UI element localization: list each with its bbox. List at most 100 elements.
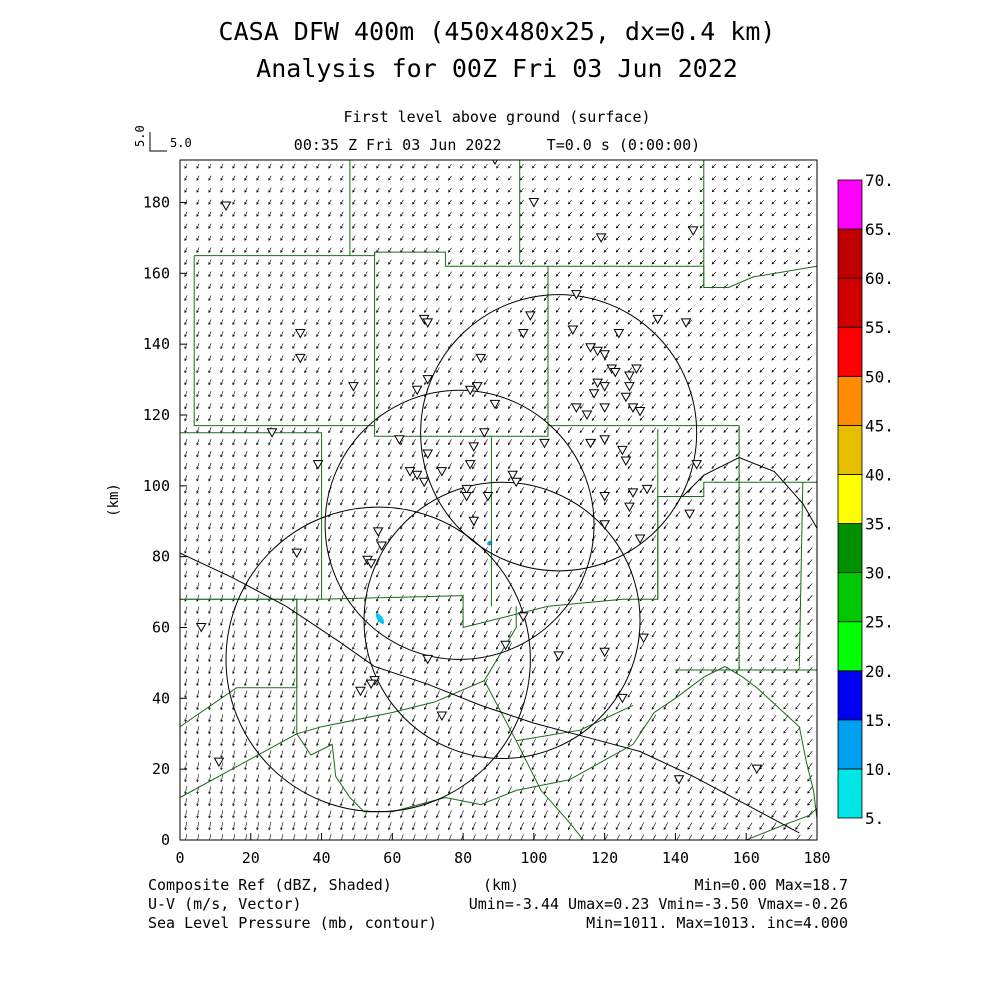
x-tick-label: 60: [383, 849, 401, 867]
county-boundary: [296, 606, 517, 735]
station-marker: [567, 325, 579, 336]
station-marker: [404, 467, 416, 477]
y-axis-label: (km): [106, 483, 122, 517]
vector-scale-key: 5.0 5.0: [133, 125, 192, 152]
station-marker: [482, 491, 494, 502]
colorbar-swatch: [837, 621, 863, 672]
colorbar-swatch: [837, 572, 863, 623]
station-marker: [751, 764, 763, 775]
x-axis: 0 20 40 60 80 100 120 140 160 180: [175, 833, 831, 867]
station-marker: [617, 693, 628, 704]
y-tick-label: 0: [161, 831, 170, 849]
colorbar-label: 10.: [865, 760, 894, 779]
station-marker: [599, 382, 611, 392]
plot-frame: [179, 159, 818, 841]
station-marker: [348, 382, 359, 392]
time-label: 00:35 Z Fri 03 Jun 2022 T=0.0 s (0:00:00…: [294, 136, 700, 154]
station-marker: [461, 491, 473, 502]
station-marker: [510, 477, 522, 488]
station-marker: [372, 527, 384, 537]
y-tick-label: 180: [143, 194, 170, 212]
station-marker: [680, 318, 692, 328]
surface-stations: [195, 160, 763, 785]
station-marker: [468, 516, 480, 527]
colorbar-label: 60.: [865, 269, 894, 288]
station-marker: [507, 470, 519, 481]
wind-vector-field: [184, 163, 813, 840]
station-marker: [581, 410, 593, 421]
station-marker: [595, 233, 607, 243]
pressure-contour: [682, 456, 817, 529]
station-marker: [652, 314, 664, 325]
station-marker: [553, 651, 565, 661]
station-marker: [517, 612, 529, 622]
station-marker: [624, 502, 635, 513]
x-tick-label: 180: [803, 849, 830, 867]
station-marker: [585, 343, 596, 353]
station-marker: [464, 385, 476, 396]
station-marker: [641, 484, 653, 495]
station-marker: [422, 654, 434, 665]
x-tick-label: 40: [313, 849, 331, 867]
station-marker: [571, 290, 582, 300]
station-marker: [609, 368, 621, 378]
radar-range-ring: [363, 481, 641, 760]
county-boundary: [798, 482, 804, 667]
x-axis-label: (km): [483, 876, 519, 894]
station-marker: [422, 375, 434, 385]
station-marker: [624, 371, 635, 382]
colorbar-label: 70.: [865, 171, 894, 190]
station-marker: [624, 382, 635, 392]
colorbar-swatch: [837, 719, 863, 770]
footer-stats-2: Umin=-3.44 Umax=0.23 Vmin=-3.50 Vmax=-0.…: [469, 895, 848, 913]
pressure-contour: [180, 552, 800, 834]
station-marker: [394, 435, 405, 445]
station-marker: [599, 520, 611, 530]
station-marker: [638, 633, 649, 644]
station-marker: [599, 491, 611, 502]
county-boundary: [180, 665, 817, 819]
station-marker: [599, 403, 611, 413]
station-marker: [620, 392, 632, 403]
station-marker: [478, 428, 490, 438]
county-boundary: [703, 160, 817, 288]
station-marker: [631, 364, 642, 374]
station-marker: [411, 470, 423, 481]
footer-field-1: Composite Ref (dBZ, Shaded): [148, 876, 392, 894]
station-marker: [468, 442, 480, 452]
station-marker: [620, 456, 632, 467]
colorbar-swatch: [837, 179, 863, 230]
county-boundary: [193, 255, 549, 437]
colorbar-swatch: [837, 326, 863, 377]
station-marker: [266, 428, 278, 438]
figure-footer: Composite Ref (dBZ, Shaded) U-V (m/s, Ve…: [148, 876, 848, 932]
county-boundary: [516, 704, 634, 742]
x-tick-label: 80: [454, 849, 472, 867]
y-tick-label: 60: [152, 619, 170, 637]
station-marker: [475, 353, 487, 364]
x-tick-label: 140: [662, 849, 689, 867]
y-tick-label: 120: [143, 406, 170, 424]
colorbar-label: 55.: [865, 318, 894, 337]
x-tick-label: 120: [591, 849, 618, 867]
station-marker: [500, 640, 511, 651]
footer-field-2: U-V (m/s, Vector): [148, 895, 302, 913]
colorbar-swatch: [837, 277, 863, 328]
station-marker: [528, 198, 540, 208]
footer-field-3: Sea Level Pressure (mb, contour): [148, 914, 437, 932]
footer-stats-3: Min=1011. Max=1013. inc=4.000: [586, 914, 848, 932]
station-marker: [684, 509, 695, 520]
station-marker: [291, 548, 303, 559]
station-marker: [213, 757, 225, 768]
station-marker: [312, 460, 324, 470]
plot-background: [180, 160, 817, 840]
station-marker: [195, 623, 207, 633]
colorbar-label: 20.: [865, 662, 894, 681]
reflectivity-echo: [375, 613, 385, 624]
x-tick-label: 100: [520, 849, 547, 867]
station-marker: [471, 382, 483, 392]
colorbar-label: 65.: [865, 220, 894, 239]
station-marker: [627, 403, 639, 413]
station-marker: [673, 775, 685, 785]
